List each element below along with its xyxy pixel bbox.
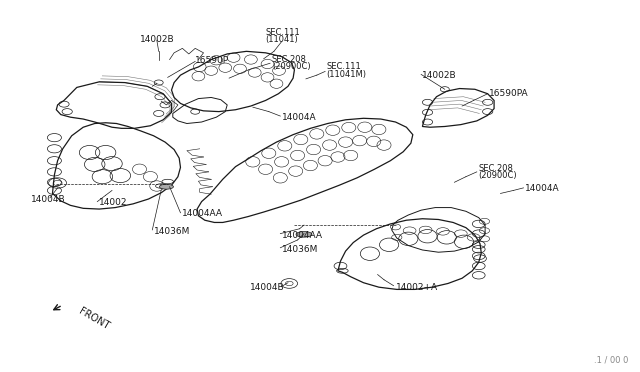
Text: (11041): (11041) (266, 35, 298, 44)
Ellipse shape (296, 231, 312, 237)
Text: 14004B: 14004B (31, 195, 65, 203)
Text: 14002+A: 14002+A (396, 283, 438, 292)
Text: 14004AA: 14004AA (182, 209, 223, 218)
Ellipse shape (159, 184, 173, 189)
Text: SEC.208: SEC.208 (272, 55, 307, 64)
Text: 14004A: 14004A (525, 185, 559, 193)
Text: (20900C): (20900C) (272, 62, 310, 71)
Text: 14002: 14002 (99, 198, 128, 207)
Text: 16590P: 16590P (195, 56, 229, 65)
Text: 14002B: 14002B (140, 35, 174, 44)
Text: SEC.111: SEC.111 (326, 62, 361, 71)
Text: FRONT: FRONT (77, 307, 111, 332)
Text: SEC.208: SEC.208 (479, 164, 513, 173)
Text: (20900C): (20900C) (479, 171, 517, 180)
Text: 14004A: 14004A (282, 113, 316, 122)
Text: 16590PA: 16590PA (489, 89, 529, 98)
Text: 14002B: 14002B (422, 71, 457, 80)
Text: 14036M: 14036M (154, 227, 190, 236)
Text: SEC.111: SEC.111 (266, 28, 300, 37)
Text: .1 / 00 0: .1 / 00 0 (594, 356, 628, 365)
Text: 14004B: 14004B (250, 283, 284, 292)
Text: 14036M: 14036M (282, 245, 318, 254)
Text: (11041M): (11041M) (326, 70, 366, 79)
Text: 14004AA: 14004AA (282, 231, 323, 240)
